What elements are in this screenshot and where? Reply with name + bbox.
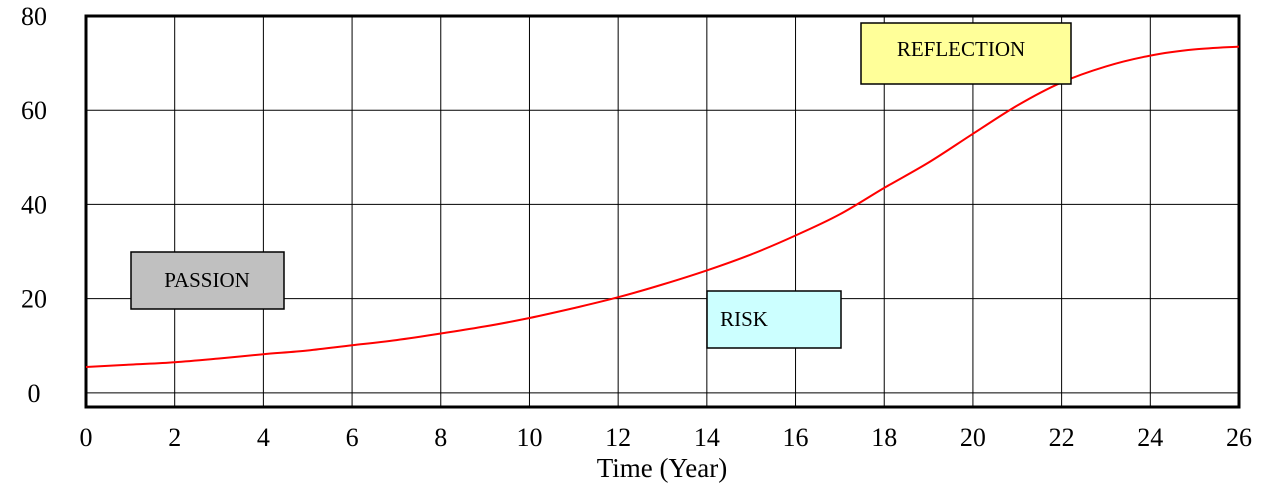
y-tick-label-1: 20	[21, 285, 47, 314]
annotation-risk-box	[706, 290, 842, 349]
x-tick-label-2: 4	[257, 423, 270, 452]
x-tick-label-7: 14	[694, 423, 720, 452]
x-tick-labels: 0 2 4 6 8 10 12 14 16 18 20 22 24 26	[80, 423, 1253, 452]
x-tick-label-10: 20	[960, 423, 986, 452]
annotation-passion: PASSION	[130, 251, 285, 310]
annotation-reflection: REFLECTION	[860, 22, 1072, 85]
x-tick-label-13: 26	[1226, 423, 1252, 452]
annotation-reflection-label: REFLECTION	[897, 37, 1025, 61]
x-tick-label-12: 24	[1137, 423, 1163, 452]
annotation-reflection-box	[860, 22, 1072, 85]
x-axis-title: Time (Year)	[597, 453, 728, 483]
x-tick-label-11: 22	[1049, 423, 1075, 452]
y-tick-label-2: 40	[21, 190, 47, 219]
x-tick-label-1: 2	[168, 423, 181, 452]
y-tick-label-3: 60	[21, 96, 47, 125]
series-layer	[85, 45, 1240, 368]
x-tick-label-8: 16	[783, 423, 809, 452]
x-tick-label-3: 6	[346, 423, 359, 452]
series-line-0	[85, 45, 1240, 368]
plot-frame	[84, 14, 1241, 409]
x-tick-label-5: 10	[516, 423, 542, 452]
x-tick-label-0: 0	[80, 423, 93, 452]
x-tick-label-6: 12	[605, 423, 631, 452]
y-tick-label-0: 0	[28, 379, 41, 408]
y-tick-labels: 0 20 40 60 80	[21, 2, 47, 408]
x-tick-label-4: 8	[434, 423, 447, 452]
x-tick-label-9: 18	[871, 423, 897, 452]
annotation-passion-box	[130, 251, 285, 310]
y-tick-label-4: 80	[21, 2, 47, 31]
annotation-passion-label: PASSION	[164, 268, 250, 292]
annotation-risk-label: RISK	[720, 307, 768, 331]
annotation-risk: RISK	[706, 290, 842, 349]
